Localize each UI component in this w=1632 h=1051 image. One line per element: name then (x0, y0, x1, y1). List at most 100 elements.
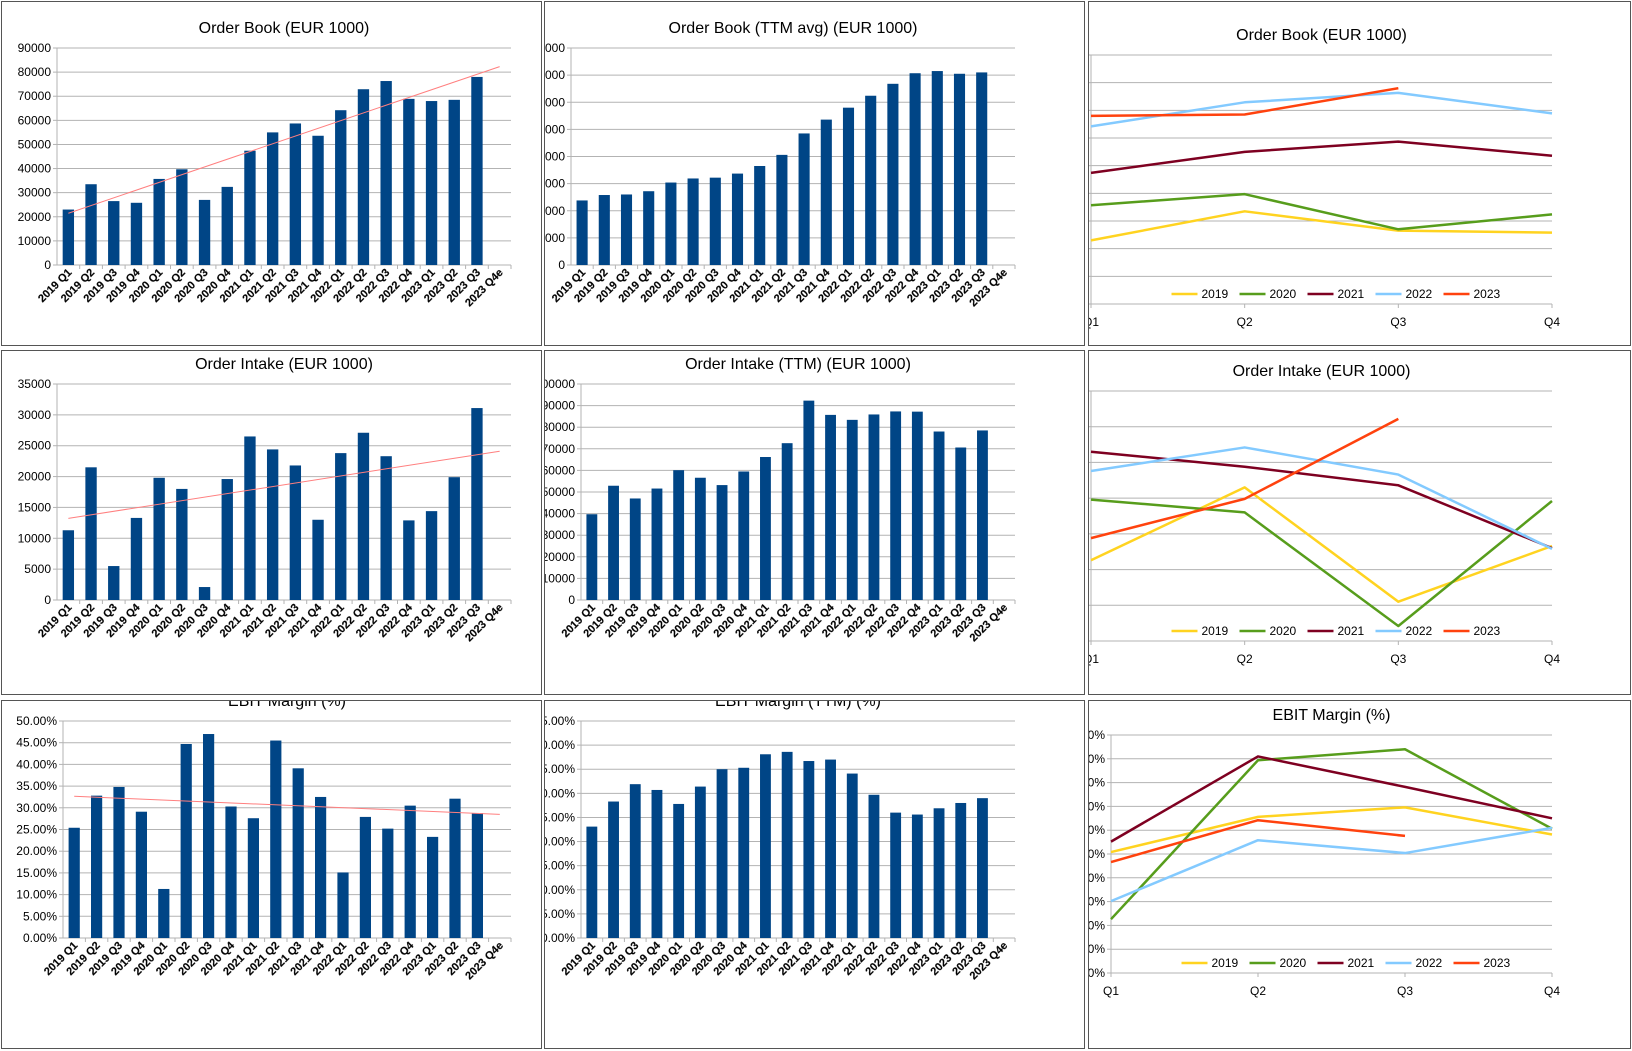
y-tick-label: 40.00% (545, 738, 575, 752)
y-tick-label: 0 (568, 593, 575, 607)
bar (130, 517, 143, 600)
bar (158, 888, 170, 938)
bar (825, 414, 836, 600)
bar (620, 194, 633, 265)
bar (931, 71, 943, 266)
y-tick-label: 5.00% (545, 907, 575, 921)
trendline (68, 450, 500, 519)
y-tick-label: 70000 (18, 89, 52, 103)
y-tick-label: 5.00% (1089, 942, 1105, 956)
x-tick-label: Q2 (1237, 652, 1253, 666)
legend-label: 2023 (1474, 624, 1501, 638)
y-tick-label: 90000 (18, 41, 52, 55)
y-tick-label: 15.00% (16, 866, 57, 880)
legend-label: 2021 (1338, 287, 1365, 301)
bar (130, 202, 143, 265)
bar (820, 119, 832, 265)
bar (887, 83, 899, 266)
series-line-2023 (1090, 417, 1399, 540)
y-tick-label: 80000 (545, 420, 575, 434)
y-tick-label: 80000 (545, 41, 565, 55)
bar (404, 805, 416, 938)
y-tick-label: 25000 (18, 439, 52, 453)
legend-label: 2020 (1280, 956, 1307, 970)
bar (62, 530, 75, 600)
order-book-bar-chart: Order Book (EUR 1000) 0 10000 20000 30000 400… (18, 20, 512, 309)
series-line-2021 (1090, 140, 1553, 175)
y-tick-label: 0.00% (545, 931, 575, 945)
y-tick-label: 25.00% (1089, 847, 1105, 861)
bar (113, 786, 125, 938)
y-tick-label: 0 (44, 593, 51, 607)
y-tick-label: 20000 (545, 204, 565, 218)
chart-title: Order Intake (EUR 1000) (1233, 363, 1411, 380)
y-tick-label: 40.00% (1089, 776, 1105, 790)
bar (108, 201, 120, 265)
y-tick-label: 15.00% (545, 859, 575, 873)
bar (244, 150, 256, 265)
chart-title: EBIT Margin (%) (228, 701, 346, 710)
bar (731, 173, 744, 265)
bar (471, 813, 483, 938)
series-line-2019 (1090, 210, 1553, 242)
y-tick-label: 60000 (18, 113, 52, 127)
bar (673, 470, 685, 600)
bar (868, 794, 880, 938)
order-intake-line-chart: Order Intake (EUR 1000)05000100001500020… (1089, 363, 1560, 666)
y-tick-label: 20.00% (545, 835, 575, 849)
bar (953, 73, 966, 265)
legend-label: 2023 (1474, 287, 1501, 301)
y-tick-label: 50.00% (1089, 728, 1105, 742)
bar (803, 400, 815, 600)
bar (955, 802, 967, 938)
y-tick-label: 10000 (545, 571, 575, 585)
y-tick-label: 45.00% (545, 714, 575, 728)
bar (643, 191, 655, 265)
bar (153, 178, 165, 265)
bar (716, 485, 728, 600)
y-tick-label: 70000 (545, 68, 565, 82)
y-tick-label: 20.00% (1089, 871, 1105, 885)
y-tick-label: 40000 (18, 162, 52, 176)
bar (911, 814, 923, 938)
chart-panel-ebit-margin: EBIT Margin (%) 0.00% 5.00% 10.00% 15.00% 20.… (1, 700, 542, 1049)
x-tick-label: Q3 (1390, 315, 1406, 329)
y-tick-label: 30.00% (16, 801, 57, 815)
bar (359, 816, 371, 938)
bar (247, 818, 259, 938)
y-tick-label: 50000 (545, 122, 565, 136)
bar (629, 498, 641, 600)
bar (357, 432, 370, 600)
y-tick-label: 15000 (18, 500, 52, 514)
y-tick-label: 35000 (18, 377, 52, 391)
bar (694, 477, 706, 600)
x-tick-label: Q4 (1544, 984, 1560, 998)
bar (955, 447, 967, 600)
y-tick-label: 50000 (18, 137, 52, 151)
chart-panel-order-intake-yearly: Order Intake (EUR 1000)05000100001500020… (1088, 350, 1631, 695)
y-tick-label: 0.00% (1089, 966, 1105, 980)
trendline (74, 795, 500, 815)
bar (933, 808, 945, 938)
bar (933, 431, 945, 600)
bar (709, 177, 721, 265)
legend-label: 2019 (1202, 287, 1229, 301)
y-tick-label: 35.00% (545, 762, 575, 776)
y-tick-label: 30.00% (1089, 823, 1105, 837)
y-tick-label: 35.00% (1089, 799, 1105, 813)
series-line-2020 (1090, 192, 1553, 231)
bar (203, 734, 215, 938)
legend-label: 2021 (1338, 624, 1365, 638)
bar (651, 488, 663, 600)
bar (629, 784, 641, 938)
y-tick-label: 10000 (18, 234, 52, 248)
y-tick-label: 45.00% (16, 736, 57, 750)
bar (738, 767, 750, 938)
y-tick-label: 30.00% (545, 786, 575, 800)
ebit-margin-line-chart: EBIT Margin (%) 0.00% 5.00% 10.00% 15.00% 20.… (1089, 707, 1560, 998)
bar (842, 107, 855, 265)
bar (586, 826, 598, 938)
y-tick-label: 30000 (545, 177, 565, 191)
legend-label: 2019 (1212, 956, 1239, 970)
y-tick-label: 35.00% (16, 779, 57, 793)
